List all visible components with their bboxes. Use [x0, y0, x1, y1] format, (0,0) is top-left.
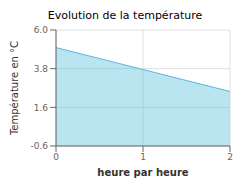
- svg-text:2: 2: [227, 152, 233, 162]
- html-text:Evolution de la température: Evolution de la température: [47, 9, 203, 22]
- svg-text:3.8: 3.8: [34, 64, 49, 74]
- svg-text:6.0: 6.0: [34, 25, 49, 35]
- svg-text:1: 1: [140, 152, 146, 162]
- svg-text:1.6: 1.6: [34, 103, 49, 113]
- svg-text:Température en °C: Température en °C: [9, 41, 20, 136]
- svg-text:-0.6: -0.6: [30, 141, 48, 151]
- svg-text:0: 0: [53, 152, 59, 162]
- svg-text:heure par heure: heure par heure: [97, 167, 188, 178]
